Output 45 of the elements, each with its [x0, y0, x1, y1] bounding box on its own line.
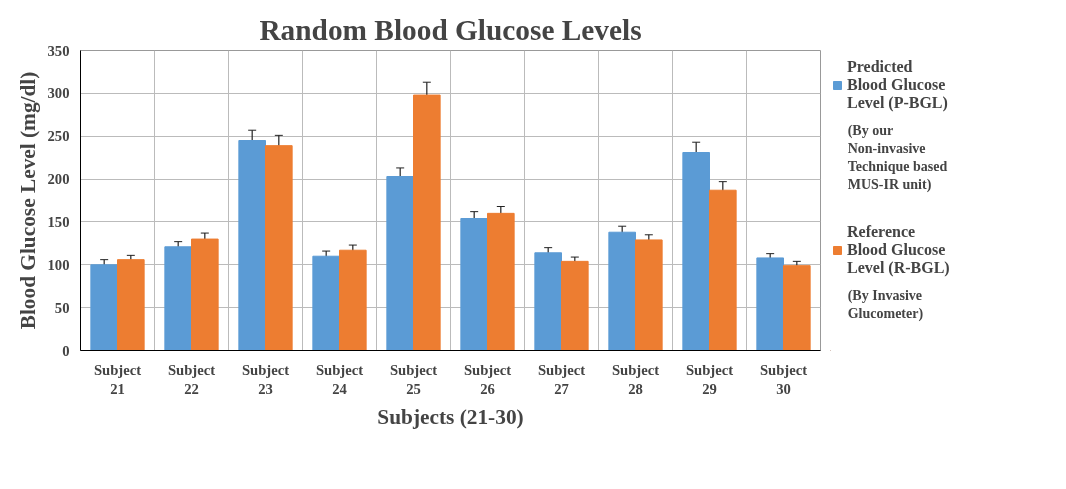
y-tick-label: 100	[47, 256, 70, 273]
y-tick-label: 150	[47, 213, 70, 230]
bar	[487, 212, 515, 351]
bar	[635, 239, 663, 351]
bar	[386, 176, 414, 351]
bar	[238, 140, 266, 351]
bar	[682, 152, 710, 351]
bar	[191, 238, 219, 351]
bar	[534, 252, 562, 351]
chart-title: Random Blood Glucose Levels	[259, 13, 642, 46]
x-tick-label: Subject 26	[463, 361, 512, 397]
bar	[312, 255, 340, 351]
x-tick-label: Subject 29	[685, 361, 734, 397]
y-tick-label: 350	[47, 42, 70, 59]
bar	[561, 260, 589, 351]
y-tick-label: 0	[62, 342, 70, 359]
x-axis-title: Subjects (21-30)	[377, 404, 524, 429]
bar	[608, 231, 636, 351]
bar	[90, 264, 118, 351]
x-tick-label: Subject 24	[315, 361, 364, 397]
legend-label: Predicted Blood Glucose Level (P-BGL)	[847, 58, 948, 112]
x-tick-label: Subject 28	[611, 361, 660, 397]
y-axis-title: Blood Glucose Level (mg/dl)	[15, 71, 40, 330]
bar	[265, 145, 293, 351]
bar	[339, 249, 367, 351]
bar	[756, 257, 784, 351]
bar	[460, 218, 488, 351]
y-tick-label: 200	[47, 171, 70, 188]
bar	[783, 265, 811, 351]
bar	[164, 246, 192, 351]
bar	[709, 189, 737, 351]
x-tick-label: Subject 25	[389, 361, 438, 397]
x-tick-label: Subject 21	[93, 361, 142, 397]
y-tick-label: 250	[47, 128, 70, 145]
y-tick-label: 50	[54, 299, 70, 316]
legend-label: Reference Blood Glucose Level (R-BGL)	[847, 223, 950, 277]
bar	[413, 94, 441, 351]
text: (By our Non-invasive Technique based MUS-IR unit)	[847, 122, 948, 193]
text: (By Invasive Glucometer)	[847, 287, 924, 322]
bar	[117, 259, 145, 351]
y-tick-label: 300	[47, 85, 70, 102]
x-tick-label: Subject 22	[167, 361, 216, 397]
x-tick-label: Subject 30	[759, 361, 808, 397]
x-tick-label: Subject 23	[241, 361, 290, 397]
x-tick-label: Subject 27	[537, 361, 586, 397]
